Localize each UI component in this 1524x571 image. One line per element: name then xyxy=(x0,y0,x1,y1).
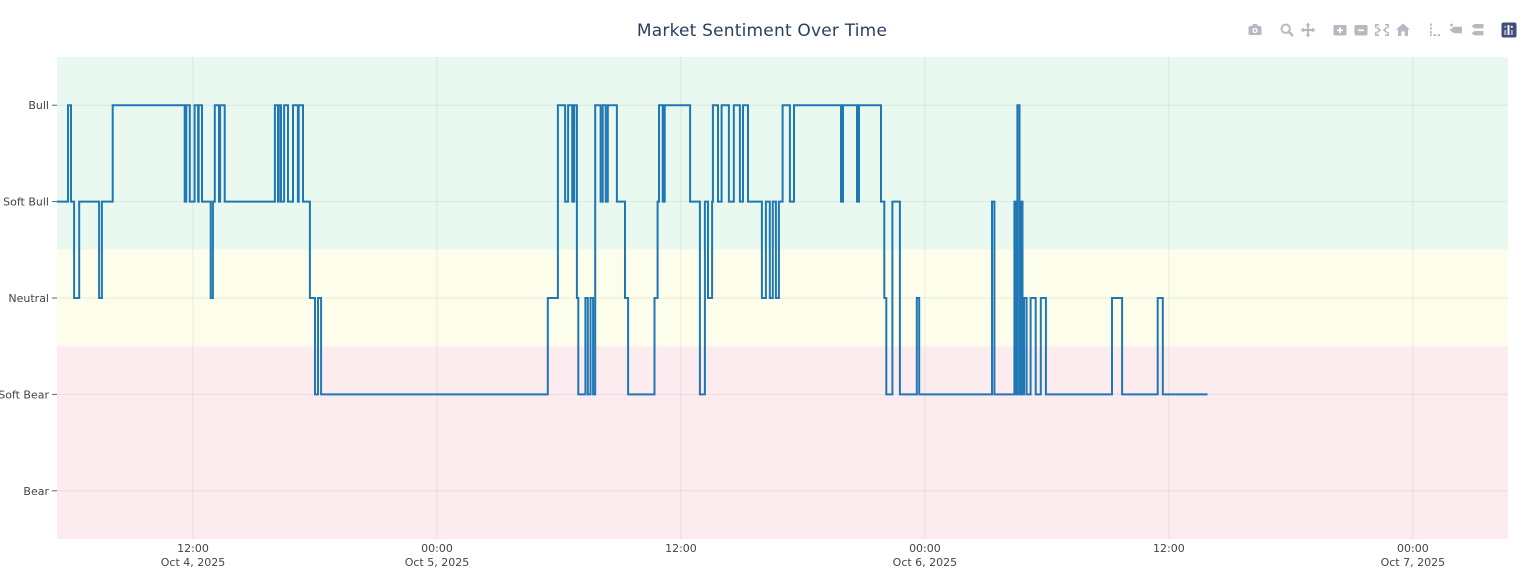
modebar xyxy=(1233,19,1519,40)
x-tick-date-label: Oct 6, 2025 xyxy=(893,556,958,569)
x-tick-time-label: 00:00 xyxy=(421,542,453,555)
zoom-in-icon xyxy=(1333,24,1346,35)
hover-closest-button[interactable] xyxy=(1445,19,1466,40)
modebar-group xyxy=(1329,19,1413,40)
band-bear-zone xyxy=(57,346,1508,539)
plotly-logo-icon[interactable] xyxy=(1498,19,1519,40)
modebar-group xyxy=(1498,19,1519,40)
reset-axes-icon xyxy=(1395,23,1410,36)
zoom-icon xyxy=(1280,23,1294,37)
camera-button[interactable] xyxy=(1244,19,1265,40)
x-tick-time-label: 00:00 xyxy=(909,542,941,555)
y-tick-label: Soft Bear xyxy=(0,388,49,401)
zoom-in-button[interactable] xyxy=(1329,19,1350,40)
series-sentiment-line xyxy=(57,104,1208,396)
hover-compare-button[interactable] xyxy=(1466,19,1487,40)
zoom-out-button[interactable] xyxy=(1350,19,1371,40)
hover-compare-icon xyxy=(1471,23,1483,35)
autoscale-icon xyxy=(1374,23,1389,36)
modebar-group xyxy=(1276,19,1318,40)
x-tick-time-label: 12:00 xyxy=(665,542,697,555)
zoom-button[interactable] xyxy=(1276,19,1297,40)
x-tick-time-label: 12:00 xyxy=(1153,542,1185,555)
x-tick-date-label: Oct 4, 2025 xyxy=(161,556,226,569)
y-tick-label: Neutral xyxy=(8,292,49,305)
plotly-logo-icon xyxy=(1501,22,1516,37)
camera-icon xyxy=(1248,23,1261,35)
zoom-out-icon xyxy=(1354,24,1367,35)
y-tick-label: Soft Bull xyxy=(3,196,49,209)
toggle-spikelines-button[interactable] xyxy=(1424,19,1445,40)
reset-axes-button[interactable] xyxy=(1392,19,1413,40)
y-tick-label: Bear xyxy=(23,485,49,498)
pan-icon xyxy=(1300,22,1315,37)
pan-button[interactable] xyxy=(1297,19,1318,40)
x-tick-date-label: Oct 7, 2025 xyxy=(1381,556,1446,569)
modebar-group xyxy=(1244,19,1265,40)
modebar-group xyxy=(1424,19,1487,40)
x-tick-date-label: Oct 5, 2025 xyxy=(405,556,470,569)
y-tick-label: Bull xyxy=(28,99,49,112)
x-tick-time-label: 00:00 xyxy=(1397,542,1429,555)
autoscale-button[interactable] xyxy=(1371,19,1392,40)
band-neutral-zone xyxy=(57,249,1508,347)
hover-closest-icon xyxy=(1449,23,1462,33)
x-tick-time-label: 12:00 xyxy=(177,542,209,555)
chart-title: Market Sentiment Over Time xyxy=(636,21,888,41)
toggle-spikelines-icon xyxy=(1429,23,1440,36)
